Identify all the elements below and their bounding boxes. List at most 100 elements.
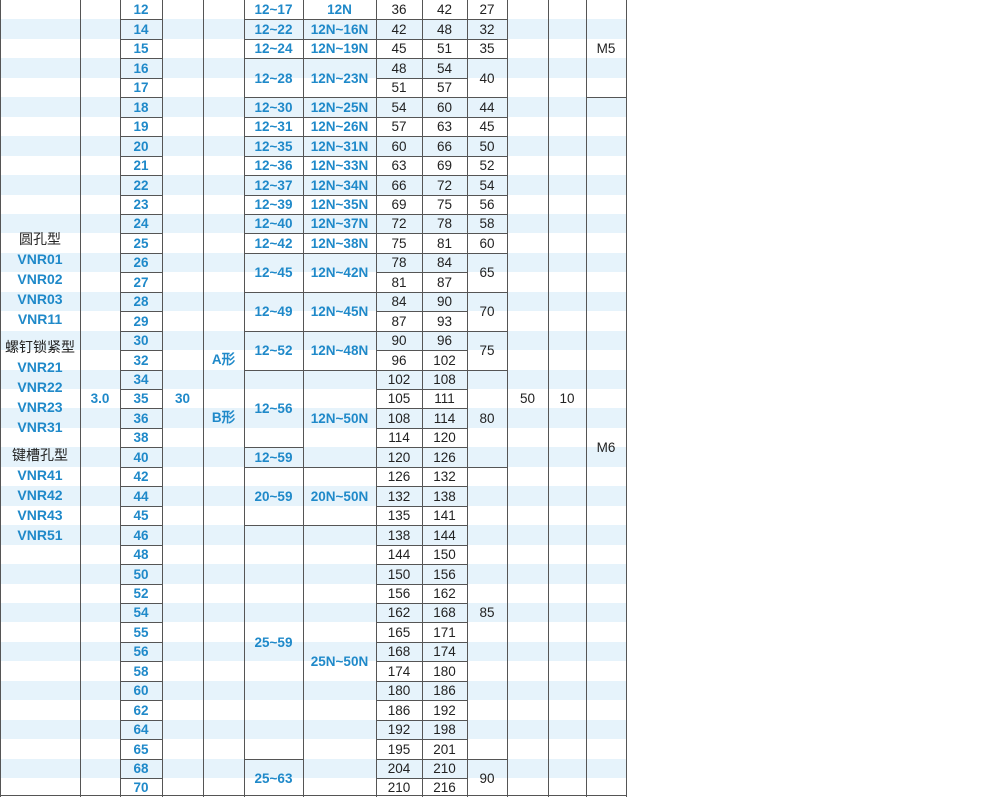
cell-range-a: 12~30 <box>244 97 303 116</box>
row-band <box>0 330 626 351</box>
cell-d: 68 <box>120 758 162 778</box>
cell-d: 30 <box>120 330 162 350</box>
cell-d: 54 <box>120 602 162 622</box>
cell-col9: 32 <box>467 19 507 38</box>
cell-range-b: 12N~23N <box>303 58 376 97</box>
cell-range-a: 12~52 <box>244 330 303 370</box>
series-labels: 圆孔型 VNR01 VNR02 VNR03 VNR11 螺钉锁紧型 VNR21 VNR22 VN… <box>0 229 80 545</box>
cell-c1: 51 <box>376 77 422 97</box>
grid-line <box>120 0 121 797</box>
cell-range-b: 12N~26N <box>303 116 376 136</box>
cell-range-a: 12~56 <box>244 369 303 448</box>
cell-c2: 108 <box>422 369 467 389</box>
cell-range-a: 12~40 <box>244 213 303 233</box>
cell-d: 18 <box>120 97 162 116</box>
shape-a-label: A形 <box>211 352 236 368</box>
cell-col9: 70 <box>467 291 507 331</box>
row-band <box>0 136 626 156</box>
cell-d: 35 <box>120 389 162 408</box>
cell-range-b: 12N <box>327 1 352 17</box>
cell-d: 24 <box>120 213 162 233</box>
cell-c1: 162 <box>376 602 422 622</box>
row-band <box>0 641 626 662</box>
cell-c1: 54 <box>376 97 422 116</box>
cell-c1: 48 <box>376 58 422 77</box>
cell-d: 56 <box>120 641 162 661</box>
grid-line <box>162 0 163 797</box>
cell-col9: 50 <box>467 136 507 155</box>
row-band <box>0 564 626 584</box>
cell-d: 14 <box>120 19 162 38</box>
cell-range-a: 25~63 <box>244 758 303 797</box>
grid-line <box>80 0 81 797</box>
cell-d: 62 <box>120 700 162 719</box>
grid-line <box>507 0 508 797</box>
cell-c1: 150 <box>376 564 422 583</box>
cell-d: 36 <box>120 408 162 427</box>
cell-range-a: 12~45 <box>244 252 303 292</box>
cell-c2: 54 <box>422 58 467 77</box>
cell-c1: 81 <box>376 272 422 291</box>
grid-line <box>0 0 1 797</box>
cell-range-b: 12N~45N <box>303 291 376 331</box>
cell-range-a: 20~59 <box>244 466 303 525</box>
cell-d: 26 <box>120 252 162 272</box>
cell-c1: 210 <box>376 778 422 797</box>
row-band <box>0 58 626 78</box>
cell-d: 20 <box>120 136 162 155</box>
cell-c1: 144 <box>376 544 422 564</box>
cell-d: 64 <box>120 719 162 739</box>
row-band <box>0 213 626 234</box>
cell-d: 70 <box>120 778 162 797</box>
cell-d: 28 <box>120 291 162 311</box>
cell-d: 55 <box>120 622 162 641</box>
cell-range-a: 12~59 <box>244 447 303 466</box>
cell-range-b: 12N~31N <box>303 136 376 155</box>
cell-col9: 75 <box>467 330 507 370</box>
cell-c2: 138 <box>422 486 467 505</box>
cell-c2: 186 <box>422 680 467 700</box>
cell-c2: 111 <box>422 389 467 408</box>
cell-col12: M6 <box>586 97 626 797</box>
cell-d: 52 <box>120 583 162 603</box>
cell-c2: 114 <box>422 408 467 427</box>
cell-range-b: 12N~19N <box>303 38 376 58</box>
cell-c1: 135 <box>376 505 422 525</box>
cell-range-a: 12~24 <box>244 38 303 58</box>
cell-c2: 75 <box>422 194 467 214</box>
series-group-name: 键槽孔型 <box>12 447 68 463</box>
cell-c2: 48 <box>422 19 467 38</box>
cell-c2: 201 <box>422 739 467 758</box>
row-band <box>0 252 626 273</box>
cell-col12: M5 <box>596 40 616 56</box>
cell-range-a: 25~59 <box>244 525 303 758</box>
grid-line <box>586 0 587 797</box>
cell-c2: 210 <box>422 758 467 778</box>
cell-col9: 45 <box>467 116 507 136</box>
row-band <box>0 525 626 545</box>
cell-range-b: 12N~38N <box>303 233 376 252</box>
cell-d: 42 <box>120 466 162 486</box>
cell-col4: 30 <box>174 390 191 406</box>
cell-range-a: 12~49 <box>244 291 303 331</box>
cell-c2: 66 <box>422 136 467 155</box>
cell-range-a: 12~37 <box>244 175 303 194</box>
cell-c2: 216 <box>422 778 467 797</box>
cell-c1: 180 <box>376 680 422 700</box>
cell-c2: 96 <box>422 330 467 350</box>
cell-d: 17 <box>120 77 162 97</box>
cell-c1: 195 <box>376 739 422 758</box>
series-model: VNR42 <box>17 487 63 503</box>
cell-c1: 102 <box>376 369 422 389</box>
cell-c2: 150 <box>422 544 467 564</box>
cell-c2: 84 <box>422 252 467 272</box>
cell-c1: 75 <box>376 233 422 252</box>
row-band <box>0 369 626 390</box>
cell-d: 46 <box>120 525 162 544</box>
cell-c1: 45 <box>376 38 422 58</box>
series-group-name: 螺钉锁紧型 <box>5 339 75 355</box>
cell-c2: 192 <box>422 700 467 719</box>
cell-d: 65 <box>120 739 162 758</box>
row-band <box>0 175 626 195</box>
cell-c1: 63 <box>376 155 422 175</box>
